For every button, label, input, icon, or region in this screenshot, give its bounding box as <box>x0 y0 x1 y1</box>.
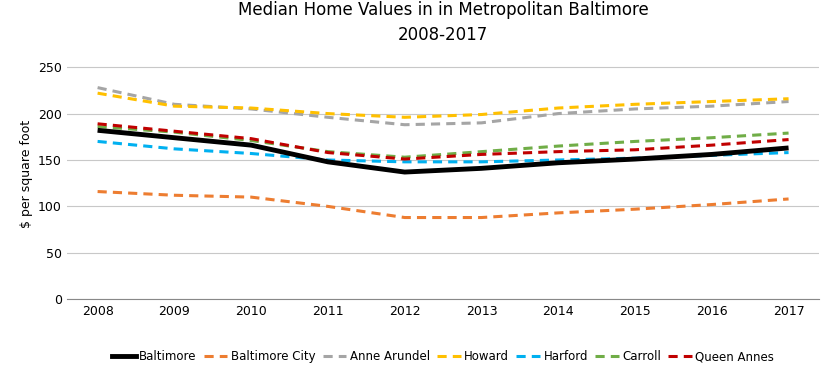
Legend: Baltimore, Baltimore City, Anne Arundel, Howard, Harford, Carroll, Queen Annes: Baltimore, Baltimore City, Anne Arundel,… <box>112 350 774 363</box>
Queen Annes <box>477 152 487 157</box>
Baltimore <box>477 166 487 171</box>
Baltimore <box>323 160 333 164</box>
Howard <box>553 106 563 110</box>
Y-axis label: $ per square foot: $ per square foot <box>19 120 33 228</box>
Harford <box>246 151 256 156</box>
Queen Annes <box>630 147 640 152</box>
Harford <box>477 160 487 164</box>
Line: Queen Annes: Queen Annes <box>98 124 788 159</box>
Baltimore City <box>706 202 716 207</box>
Anne Arundel <box>553 111 563 116</box>
Carroll <box>706 135 716 140</box>
Queen Annes <box>170 129 180 134</box>
Baltimore City <box>630 207 640 211</box>
Harford <box>170 147 180 151</box>
Anne Arundel <box>706 104 716 108</box>
Queen Annes <box>553 149 563 154</box>
Harford <box>553 158 563 162</box>
Howard <box>93 91 103 95</box>
Baltimore <box>553 160 563 165</box>
Carroll <box>246 138 256 143</box>
Baltimore <box>246 143 256 147</box>
Harford <box>400 160 410 164</box>
Carroll <box>477 149 487 154</box>
Anne Arundel <box>630 107 640 111</box>
Line: Howard: Howard <box>98 93 788 117</box>
Howard <box>630 102 640 107</box>
Queen Annes <box>783 137 793 142</box>
Anne Arundel <box>400 122 410 127</box>
Line: Anne Arundel: Anne Arundel <box>98 88 788 125</box>
Line: Baltimore: Baltimore <box>98 130 788 172</box>
Howard <box>706 99 716 104</box>
Harford <box>783 150 793 155</box>
Queen Annes <box>93 122 103 126</box>
Baltimore <box>93 128 103 132</box>
Line: Carroll: Carroll <box>98 126 788 157</box>
Carroll <box>323 149 333 154</box>
Harford <box>706 153 716 157</box>
Queen Annes <box>323 150 333 155</box>
Harford <box>93 139 103 144</box>
Howard <box>170 104 180 108</box>
Title: Median Home Values in in Metropolitan Baltimore
2008-2017: Median Home Values in in Metropolitan Ba… <box>237 1 649 44</box>
Anne Arundel <box>246 107 256 111</box>
Carroll <box>553 144 563 148</box>
Queen Annes <box>706 143 716 147</box>
Howard <box>246 106 256 110</box>
Harford <box>323 158 333 162</box>
Queen Annes <box>246 137 256 141</box>
Baltimore City <box>477 215 487 220</box>
Baltimore <box>783 146 793 150</box>
Baltimore <box>170 135 180 140</box>
Baltimore City <box>93 189 103 194</box>
Howard <box>783 96 793 101</box>
Baltimore City <box>783 197 793 201</box>
Anne Arundel <box>477 121 487 125</box>
Howard <box>323 111 333 116</box>
Baltimore City <box>400 215 410 220</box>
Carroll <box>783 131 793 135</box>
Baltimore City <box>246 195 256 199</box>
Baltimore <box>400 170 410 174</box>
Howard <box>400 115 410 120</box>
Line: Baltimore City: Baltimore City <box>98 191 788 218</box>
Baltimore City <box>323 204 333 209</box>
Howard <box>477 112 487 117</box>
Anne Arundel <box>323 115 333 120</box>
Carroll <box>400 155 410 159</box>
Baltimore <box>706 152 716 157</box>
Anne Arundel <box>93 85 103 90</box>
Carroll <box>93 124 103 129</box>
Queen Annes <box>400 157 410 161</box>
Baltimore <box>630 157 640 161</box>
Line: Harford: Harford <box>98 141 788 162</box>
Baltimore City <box>170 193 180 197</box>
Carroll <box>630 139 640 144</box>
Anne Arundel <box>170 102 180 107</box>
Carroll <box>170 130 180 134</box>
Baltimore City <box>553 211 563 215</box>
Harford <box>630 156 640 160</box>
Anne Arundel <box>783 99 793 104</box>
